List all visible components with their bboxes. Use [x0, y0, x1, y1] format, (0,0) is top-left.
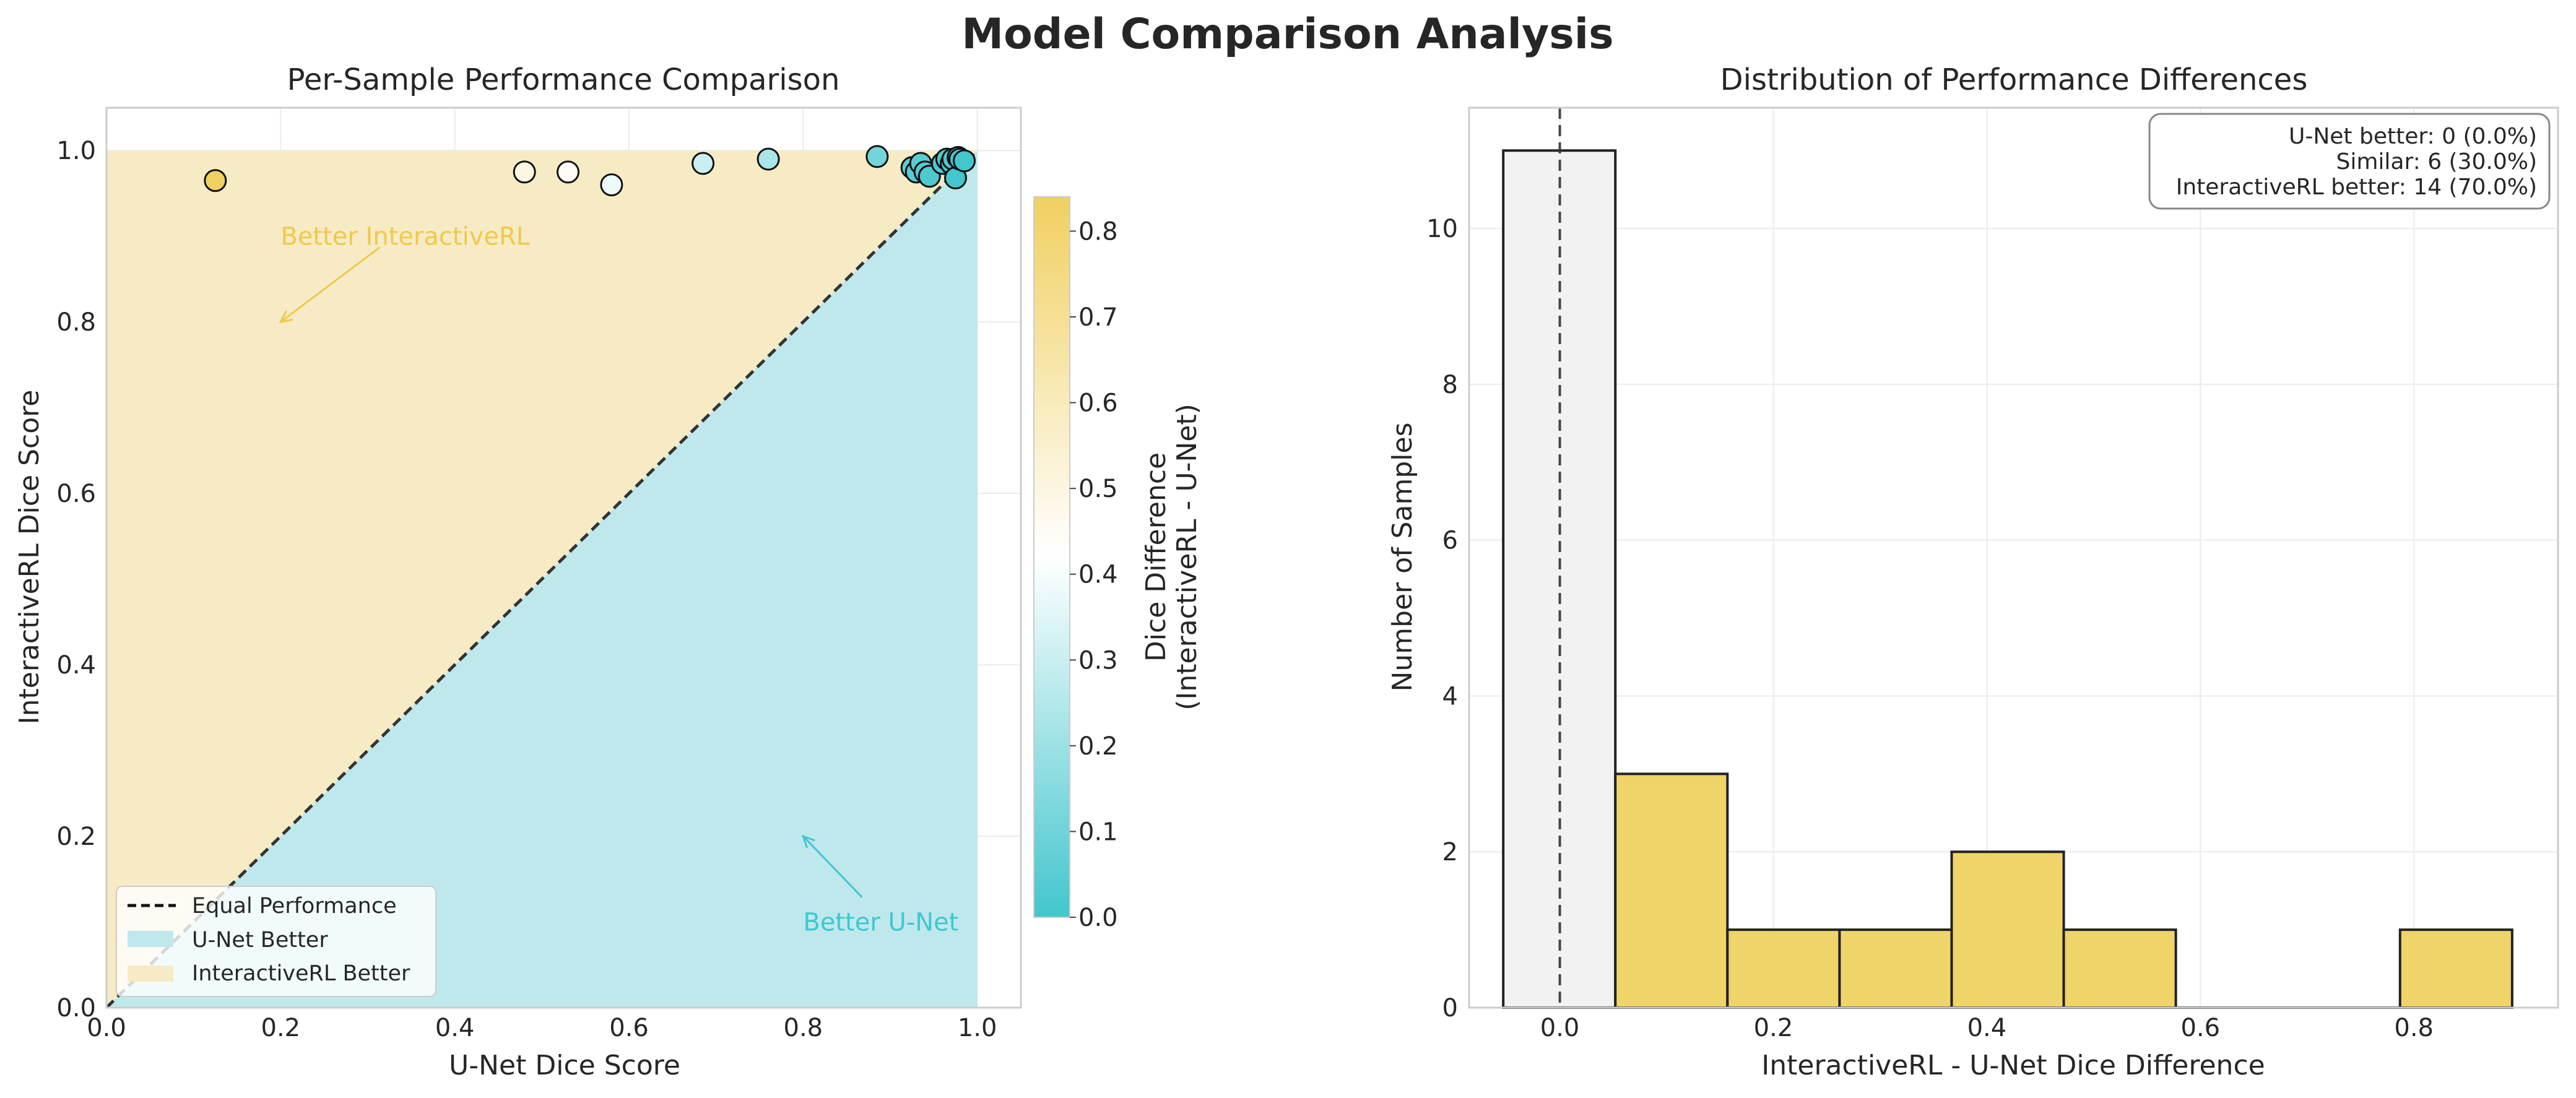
histogram-x-ticks: 0.0 0.2 0.4 0.6 0.8 [1540, 1014, 2434, 1042]
annotation-arrowhead [279, 310, 293, 324]
scatter-point [557, 160, 580, 184]
histogram-x-tick: 0.8 [2394, 1014, 2434, 1042]
colorbar-ticks: 0.0 0.1 0.2 0.3 0.4 0.5 0.6 0.7 0.8 [1070, 217, 1118, 932]
colorbar-tick: 0.5 [1078, 475, 1118, 503]
histogram-bar [1726, 928, 1841, 1009]
scatter-x-ticks: 0.0 0.2 0.4 0.6 0.8 1.0 [87, 1014, 997, 1042]
colorbar-tick: 0.8 [1078, 217, 1118, 246]
stats-similar: Similar: 6 (30.0%) [2336, 149, 2537, 175]
scatter-x-tick: 0.6 [609, 1014, 649, 1042]
colorbar-tick: 0.0 [1078, 904, 1118, 932]
histogram-y-tick: 2 [1442, 838, 1458, 867]
histogram-bar [2062, 928, 2177, 1009]
annotation-label: Better InteractiveRL [280, 223, 530, 251]
histogram-x-tick: 0.6 [2180, 1014, 2220, 1042]
scatter-point [600, 173, 623, 197]
scatter-panel: Per-Sample Performance Comparison Better… [14, 63, 1203, 1081]
histogram-y-tick: 6 [1442, 527, 1458, 555]
legend-box [116, 886, 436, 997]
histogram-x-tick: 0.0 [1540, 1014, 1580, 1042]
legend-interactiverl-label: InteractiveRL Better [192, 961, 410, 986]
scatter-y-tick: 0.4 [56, 651, 96, 680]
scatter-y-tick: 0.2 [56, 823, 96, 851]
colorbar-tick: 0.1 [1078, 818, 1118, 846]
histogram-y-ticks: 0 2 4 6 8 10 [1426, 215, 1458, 1022]
colorbar-tick: 0.7 [1078, 303, 1118, 332]
histogram-x-tick: 0.2 [1754, 1014, 1793, 1042]
histogram-y-label: Number of Samples [1387, 422, 1418, 691]
scatter-x-tick: 1.0 [958, 1014, 997, 1042]
scatter-point [757, 147, 780, 171]
histogram-bar [1838, 928, 1953, 1009]
scatter-y-tick: 0.0 [56, 994, 96, 1022]
colorbar: 0.0 0.1 0.2 0.3 0.4 0.5 0.6 0.7 0.8 Dice Differe… [1033, 196, 1203, 932]
histogram-bar [1950, 850, 2065, 1009]
scatter-y-tick: 1.0 [56, 137, 96, 165]
histogram-y-tick: 0 [1442, 994, 1458, 1022]
stats-box: U-Net better: 0 (0.0%) Similar: 6 (30.0%… [2148, 113, 2551, 210]
histogram-bar [1614, 772, 1729, 1009]
colorbar-tick: 0.4 [1078, 561, 1118, 589]
histogram-bars [1502, 149, 2513, 1009]
histogram-y-tick: 4 [1442, 682, 1458, 711]
scatter-point [513, 160, 536, 184]
legend-equal-label: Equal Performance [192, 894, 397, 919]
scatter-y-ticks: 0.0 0.2 0.4 0.6 0.8 1.0 [56, 137, 96, 1022]
colorbar-label-line1: Dice Difference [1140, 452, 1172, 662]
histogram-x-tick: 0.4 [1967, 1014, 2007, 1042]
scatter-point [953, 149, 976, 173]
colorbar-tick: 0.2 [1078, 732, 1118, 761]
annotation-label: Better U-Net [803, 909, 958, 937]
stats-unet-better: U-Net better: 0 (0.0%) [2289, 124, 2537, 149]
histogram-y-tick: 8 [1442, 371, 1458, 399]
colorbar-gradient [1033, 196, 1070, 918]
histogram-frame [1468, 106, 2559, 1009]
histogram-bar [2398, 928, 2513, 1009]
legend-unet-label: U-Net Better [192, 928, 328, 953]
annotation-arrow [802, 836, 863, 898]
scatter-point [204, 169, 227, 192]
legend-unet-marker [128, 931, 173, 947]
colorbar-label-line2: (InteractiveRL - U-Net) [1171, 404, 1203, 711]
histogram-panel: Distribution of Performance Differences … [1387, 63, 2559, 1081]
histogram-title: Distribution of Performance Differences [1720, 63, 2308, 97]
scatter-x-label: U-Net Dice Score [449, 1050, 680, 1081]
scatter-x-tick: 0.2 [261, 1014, 301, 1042]
scatter-y-tick: 0.6 [56, 480, 96, 508]
stats-interactiverl-better: InteractiveRL better: 14 (70.0%) [2176, 175, 2537, 200]
colorbar-tick: 0.3 [1078, 646, 1118, 675]
scatter-x-tick: 0.4 [435, 1014, 475, 1042]
scatter-y-label: InteractiveRL Dice Score [14, 390, 45, 725]
annotation-arrow [280, 246, 381, 323]
scatter-x-tick: 0.0 [87, 1014, 126, 1042]
equal-performance-line [105, 149, 979, 1009]
scatter-point [865, 145, 889, 168]
histogram-x-label: InteractiveRL - U-Net Dice Difference [1761, 1050, 2265, 1081]
scatter-title: Per-Sample Performance Comparison [287, 63, 840, 97]
stats-box-frame [2148, 113, 2551, 210]
scatter-x-tick: 0.8 [784, 1014, 823, 1042]
scatter-points [204, 145, 976, 197]
scatter-annotations: Better InteractiveRL Better U-Net [279, 223, 958, 937]
annotation-arrowhead [801, 834, 815, 849]
colorbar-tick: 0.6 [1078, 389, 1118, 418]
figure-title: Model Comparison Analysis [961, 10, 1613, 59]
scatter-point [692, 152, 715, 175]
scatter-frame [105, 106, 1022, 1009]
legend-interactiverl-marker [128, 966, 173, 982]
scatter-y-tick: 0.8 [56, 308, 96, 337]
histogram-y-tick: 10 [1426, 215, 1458, 243]
scatter-legend: Equal Performance U-Net Better Interacti… [116, 886, 436, 997]
